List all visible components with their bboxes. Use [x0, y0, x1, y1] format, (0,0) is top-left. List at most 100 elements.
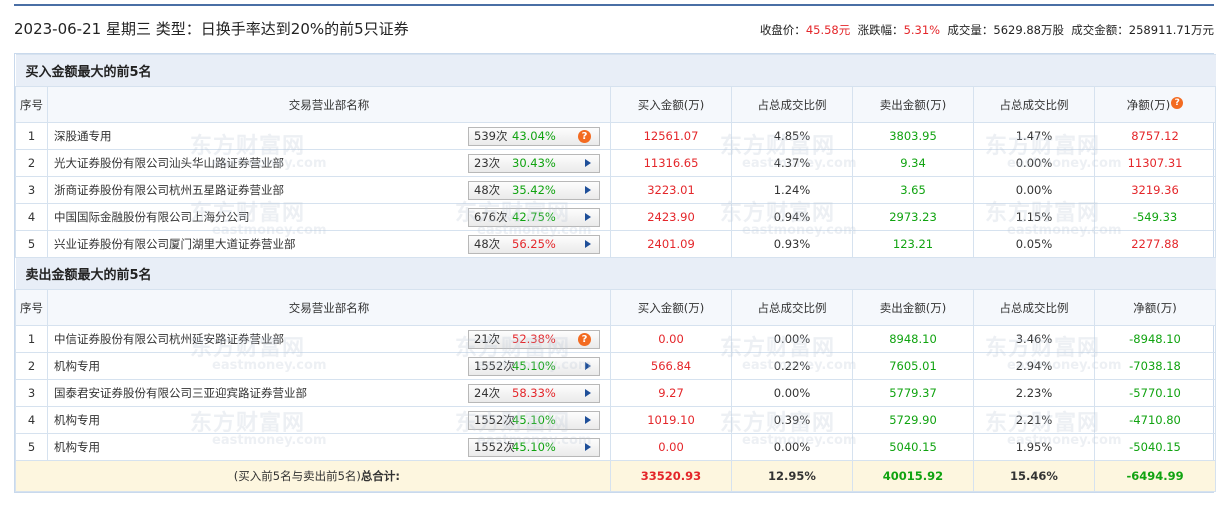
history-win-rate: 45.10% [512, 359, 556, 373]
volume-value: 5629.88万股 [993, 23, 1064, 37]
broker-history-toggle[interactable]: 48次 35.42% [468, 181, 600, 200]
broker-cell: 机构专用 1552次45.10% [47, 433, 611, 461]
buy-amount: 1019.10 [610, 406, 732, 434]
col-net-label: 净额(万) [1126, 97, 1171, 112]
broker-cell: 国泰君安证券股份有限公司三亚迎宾路证券营业部 24次 58.33% [47, 379, 611, 407]
row-no: 3 [15, 176, 48, 204]
triangle-right-icon[interactable] [585, 416, 591, 424]
broker-history-toggle[interactable]: 48次 56.25% [468, 235, 600, 254]
broker-name[interactable]: 国泰君安证券股份有限公司三亚迎宾路证券营业部 [54, 386, 307, 400]
broker-history-toggle[interactable]: 1552次45.10% [468, 438, 600, 457]
col-buy-ratio: 占总成交比例 [731, 86, 853, 123]
net-amount: -549.33 [1093, 203, 1217, 231]
net-amount: -8948.10 [1093, 325, 1217, 353]
row-no: 4 [15, 406, 48, 434]
total-sell-ratio: 15.46% [973, 460, 1095, 492]
sell-header-row: 序号 交易营业部名称 买入金额(万) 占总成交比例 卖出金额(万) 占总成交比例… [15, 289, 1217, 326]
buy-amount: 3223.01 [610, 176, 732, 204]
sell-ratio: 1.15% [973, 203, 1095, 231]
table-row: 4 机构专用 1552次45.10% 1019.10 0.39% 5729.90 2.21%… [15, 406, 1217, 434]
question-badge-icon[interactable]: ? [578, 130, 591, 143]
history-win-rate: 35.42% [512, 183, 556, 197]
broker-history-toggle[interactable]: 23次 30.43% [468, 154, 600, 173]
table-row: 1 深股通专用 539次 43.04%? 12561.07 4.85% 3803.95 1.4… [15, 122, 1217, 150]
table-row: 3 国泰君安证券股份有限公司三亚迎宾路证券营业部 24次 58.33% 9.27 0.00… [15, 379, 1217, 407]
col-net: 净额(万) [1093, 289, 1217, 326]
row-no: 1 [15, 122, 48, 150]
type-label: 类型： [155, 20, 201, 38]
buy-section-title-row: 买入金额最大的前5名 [15, 54, 1216, 87]
total-label: (买入前5名与卖出前5名)总合计: [15, 460, 611, 492]
broker-history-toggle[interactable]: 539次 43.04%? [468, 127, 600, 146]
amount-label: 成交金额： [1071, 23, 1129, 37]
triangle-right-icon[interactable] [585, 362, 591, 370]
type-value: 日换手率达到20%的前5只证券 [200, 20, 409, 38]
question-badge-icon[interactable]: ? [578, 333, 591, 346]
broker-name[interactable]: 中信证券股份有限公司杭州延安路证券营业部 [54, 332, 284, 346]
buy-ratio: 0.22% [731, 352, 853, 380]
triangle-right-icon[interactable] [585, 213, 591, 221]
broker-name[interactable]: 机构专用 [54, 440, 100, 454]
net-amount: -5770.10 [1093, 379, 1217, 407]
dragon-tiger-table-container: 买入金额最大的前5名 序号 交易营业部名称 买入金额(万) 占总成交比例 卖出金… [14, 53, 1217, 493]
col-no: 序号 [15, 86, 48, 123]
history-count: 24次 [474, 386, 501, 400]
broker-name[interactable]: 中国国际金融股份有限公司上海分公司 [54, 210, 250, 224]
broker-name[interactable]: 浙商证券股份有限公司杭州五星路证券营业部 [54, 183, 284, 197]
sell-amount: 3803.95 [852, 122, 974, 150]
buy-ratio: 0.94% [731, 203, 853, 231]
col-sell-ratio: 占总成交比例 [973, 289, 1095, 326]
buy-ratio: 0.39% [731, 406, 853, 434]
broker-history-toggle[interactable]: 24次 58.33% [468, 384, 600, 403]
net-amount: -7038.18 [1093, 352, 1217, 380]
broker-name[interactable]: 光大证券股份有限公司汕头华山路证券营业部 [54, 156, 284, 170]
broker-name[interactable]: 深股通专用 [54, 129, 112, 143]
sell-ratio: 2.21% [973, 406, 1095, 434]
net-amount: -5040.15 [1093, 433, 1217, 461]
history-win-rate: 45.10% [512, 413, 556, 427]
sell-amount: 5779.37 [852, 379, 974, 407]
triangle-right-icon[interactable] [585, 240, 591, 248]
broker-history-toggle[interactable]: 21次 52.38%? [468, 330, 600, 349]
total-buy-ratio: 12.95% [731, 460, 853, 492]
question-badge-icon[interactable]: ? [1171, 96, 1184, 109]
buy-ratio: 4.85% [731, 122, 853, 150]
total-buy: 33520.93 [610, 460, 732, 492]
buy-amount: 12561.07 [610, 122, 732, 150]
triangle-right-icon[interactable] [585, 159, 591, 167]
history-win-rate: 43.04% [512, 129, 556, 143]
broker-history-toggle[interactable]: 1552次45.10% [468, 411, 600, 430]
history-count: 1552次 [474, 413, 515, 427]
history-count: 1552次 [474, 440, 515, 454]
broker-history-toggle[interactable]: 1552次45.10% [468, 357, 600, 376]
net-amount: 8757.12 [1093, 122, 1217, 150]
history-win-rate: 56.25% [512, 237, 556, 251]
triangle-right-icon[interactable] [585, 443, 591, 451]
sell-ratio: 0.00% [973, 176, 1095, 204]
quote-summary: 收盘价：45.58元 涨跌幅：5.31% 成交量：5629.88万股 成交金额：… [760, 22, 1214, 38]
table-row: 4 中国国际金融股份有限公司上海分公司 676次 42.75% 2423.90 0.94%… [15, 203, 1217, 231]
buy-amount: 566.84 [610, 352, 732, 380]
triangle-right-icon[interactable] [585, 389, 591, 397]
table-row: 1 中信证券股份有限公司杭州延安路证券营业部 21次 52.38%? 0.00 0.00%… [15, 325, 1217, 353]
col-buy: 买入金额(万) [610, 289, 732, 326]
history-count: 539次 [474, 129, 508, 143]
sell-ratio: 1.47% [973, 122, 1095, 150]
broker-history-toggle[interactable]: 676次 42.75% [468, 208, 600, 227]
sell-amount: 9.34 [852, 149, 974, 177]
broker-name[interactable]: 机构专用 [54, 359, 100, 373]
broker-name[interactable]: 兴业证券股份有限公司厦门湖里大道证券营业部 [54, 237, 296, 251]
page-header: 2023-06-21 星期三 类型：日换手率达到20%的前5只证券 收盘价：45… [14, 14, 1214, 42]
buy-ratio: 0.93% [731, 230, 853, 258]
broker-name[interactable]: 机构专用 [54, 413, 100, 427]
sell-ratio: 1.95% [973, 433, 1095, 461]
buy-amount: 9.27 [610, 379, 732, 407]
history-count: 676次 [474, 210, 508, 224]
buy-header-row: 序号 交易营业部名称 买入金额(万) 占总成交比例 卖出金额(万) 占总成交比例… [15, 86, 1217, 123]
history-count: 1552次 [474, 359, 515, 373]
buy-amount: 2423.90 [610, 203, 732, 231]
triangle-right-icon[interactable] [585, 186, 591, 194]
col-sell: 卖出金额(万) [852, 289, 974, 326]
net-amount: -4710.80 [1093, 406, 1217, 434]
history-count: 48次 [474, 237, 501, 251]
